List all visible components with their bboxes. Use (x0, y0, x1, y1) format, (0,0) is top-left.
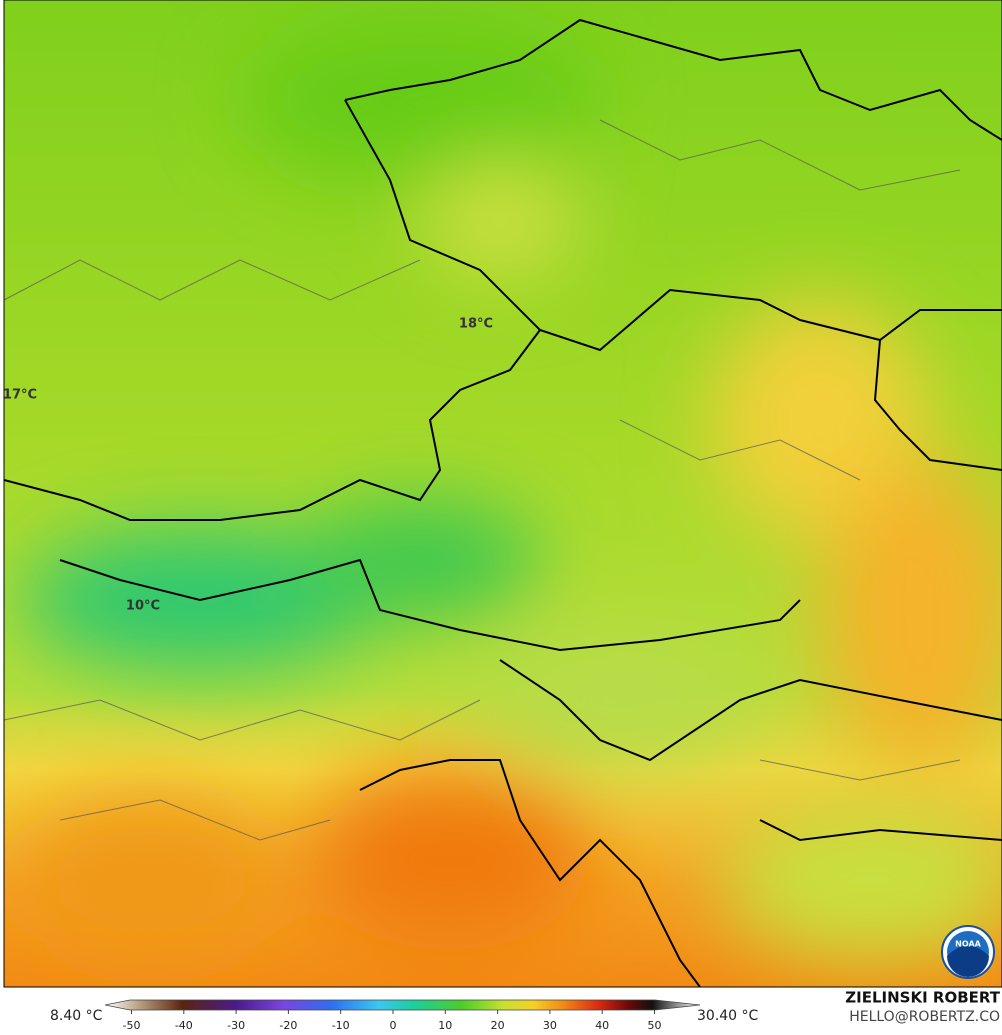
color-legend: 8.40 °C 30.40 °C -50 -40 -30 -20 -10 0 10 20 30 4… (50, 999, 759, 1032)
noaa-logo: NOAA (941, 925, 995, 979)
max-value: 30.40 °C (697, 1008, 759, 1024)
legend-tick-label: 0 (390, 1019, 397, 1032)
author-contact: HELLO@ROBERTZ.CO (849, 1009, 1000, 1025)
legend-tick-label: 10 (438, 1019, 452, 1032)
legend-tick-label: 40 (595, 1019, 609, 1032)
legend-tick-label: -50 (123, 1019, 141, 1032)
temperature-field (4, 0, 1002, 987)
legend-tick-label: -40 (175, 1019, 193, 1032)
legend-tick-label: -10 (332, 1019, 350, 1032)
legend-tick-label: 20 (491, 1019, 505, 1032)
isotherm-label: 17°C (3, 388, 37, 403)
isotherm-label: 10°C (126, 599, 160, 614)
min-value: 8.40 °C (50, 1008, 103, 1024)
color-bar (104, 999, 701, 1011)
region-borders (4, 119, 961, 841)
legend-tick-label: 50 (648, 1019, 662, 1032)
logo-text: NOAA (955, 940, 981, 949)
legend-tick-label: 30 (543, 1019, 557, 1032)
isotherm-label: 18°C (459, 317, 493, 332)
author-name: ZIELINSKI ROBERT (845, 989, 1000, 1007)
legend-tick-label: -30 (227, 1019, 245, 1032)
legend-tick-label: -20 (279, 1019, 297, 1032)
map-frame (3, 0, 1002, 988)
country-borders (4, 18, 1002, 987)
